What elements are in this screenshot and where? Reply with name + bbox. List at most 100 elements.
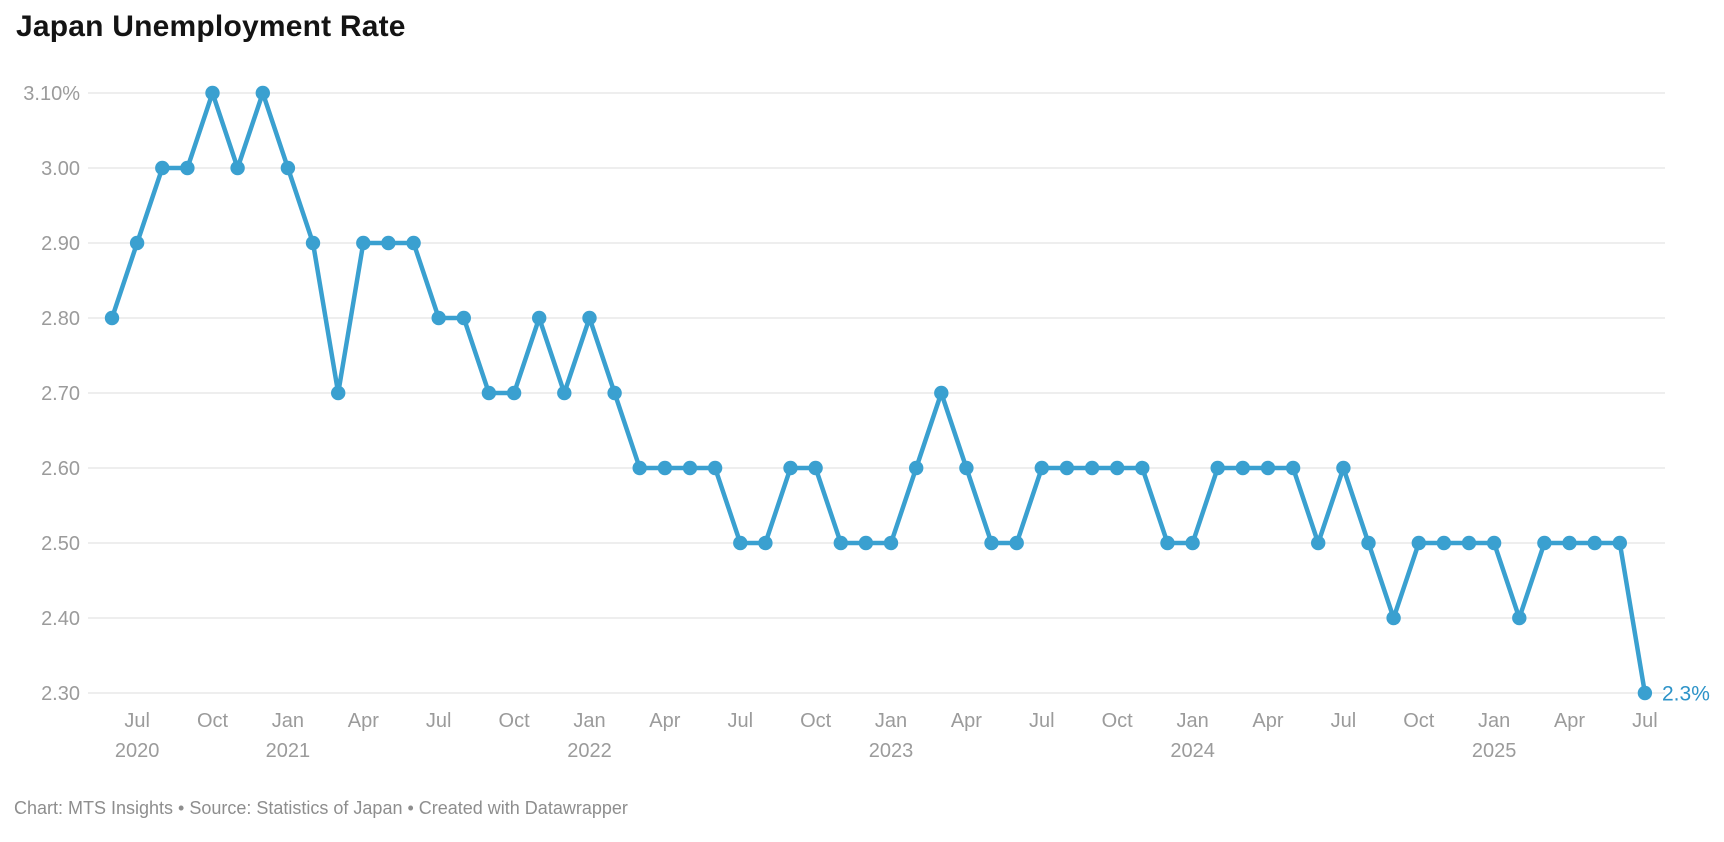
data-point[interactable] bbox=[180, 160, 195, 176]
y-axis-label: 2.70 bbox=[41, 383, 80, 405]
data-point[interactable] bbox=[506, 385, 522, 401]
x-axis-year-label: 2021 bbox=[266, 740, 311, 762]
x-axis-month-label: Oct bbox=[800, 710, 832, 732]
x-axis-month-label: Jul bbox=[1331, 710, 1357, 732]
data-point[interactable] bbox=[984, 535, 999, 551]
y-axis-label: 2.50 bbox=[41, 533, 80, 555]
x-axis-month-label: Jul bbox=[124, 710, 150, 732]
data-point[interactable] bbox=[883, 535, 899, 551]
chart-title: Japan Unemployment Rate bbox=[16, 10, 406, 43]
data-point[interactable] bbox=[1386, 610, 1401, 626]
data-point[interactable] bbox=[129, 235, 145, 251]
x-axis-month-label: Jul bbox=[727, 710, 753, 732]
data-point[interactable] bbox=[1009, 535, 1024, 551]
x-axis-year-label: 2025 bbox=[1472, 740, 1517, 762]
data-point[interactable] bbox=[155, 160, 170, 176]
data-point[interactable] bbox=[1110, 460, 1125, 476]
data-point[interactable] bbox=[1235, 460, 1251, 476]
chart-footer: Chart: MTS Insights • Source: Statistics… bbox=[14, 798, 628, 818]
data-point[interactable] bbox=[381, 235, 396, 251]
data-point[interactable] bbox=[758, 535, 773, 551]
data-point[interactable] bbox=[1562, 535, 1577, 551]
data-point[interactable] bbox=[657, 460, 673, 476]
data-point[interactable] bbox=[104, 310, 120, 326]
data-point[interactable] bbox=[582, 310, 597, 326]
x-axis-month-label: Oct bbox=[197, 710, 229, 732]
data-point[interactable] bbox=[481, 385, 497, 401]
x-axis-month-label: Jan bbox=[1176, 710, 1208, 732]
x-axis-month-label: Jul bbox=[1632, 710, 1658, 732]
x-axis-month-label: Apr bbox=[649, 710, 680, 732]
x-axis-month-label: Jul bbox=[426, 710, 452, 732]
data-point[interactable] bbox=[733, 535, 748, 551]
data-point[interactable] bbox=[356, 235, 371, 251]
data-point[interactable] bbox=[959, 460, 974, 476]
data-point[interactable] bbox=[456, 310, 471, 326]
data-point[interactable] bbox=[1135, 460, 1150, 476]
data-point[interactable] bbox=[909, 460, 924, 476]
data-point[interactable] bbox=[682, 460, 698, 476]
data-point[interactable] bbox=[1537, 535, 1552, 551]
data-point[interactable] bbox=[1612, 535, 1628, 551]
data-point[interactable] bbox=[205, 85, 220, 101]
x-axis-month-label: Apr bbox=[1252, 710, 1283, 732]
data-point[interactable] bbox=[808, 460, 823, 476]
x-axis-year-label: 2022 bbox=[567, 740, 612, 762]
last-value-label: 2.3% bbox=[1662, 682, 1710, 705]
data-point[interactable] bbox=[1059, 460, 1075, 476]
x-axis-month-label: Apr bbox=[1554, 710, 1585, 732]
data-point[interactable] bbox=[1260, 460, 1276, 476]
data-point[interactable] bbox=[406, 235, 421, 251]
data-point[interactable] bbox=[1587, 535, 1602, 551]
data-point[interactable] bbox=[1361, 535, 1376, 551]
data-point[interactable] bbox=[707, 460, 723, 476]
x-axis-year-label: 2020 bbox=[115, 740, 160, 762]
data-point[interactable] bbox=[1512, 610, 1527, 626]
x-axis-month-label: Oct bbox=[1403, 710, 1435, 732]
x-axis-month-label: Jan bbox=[573, 710, 605, 732]
data-point[interactable] bbox=[632, 460, 647, 476]
data-point[interactable] bbox=[305, 235, 321, 251]
data-point[interactable] bbox=[1637, 685, 1653, 701]
data-point[interactable] bbox=[1436, 535, 1452, 551]
data-point[interactable] bbox=[783, 460, 798, 476]
data-point[interactable] bbox=[607, 385, 622, 401]
y-axis-label: 2.60 bbox=[41, 458, 80, 480]
x-axis-month-label: Oct bbox=[499, 710, 531, 732]
x-axis-month-label: Oct bbox=[1102, 710, 1134, 732]
data-point[interactable] bbox=[1210, 460, 1225, 476]
data-point[interactable] bbox=[331, 385, 346, 401]
x-axis-month-label: Apr bbox=[348, 710, 379, 732]
data-point[interactable] bbox=[1034, 460, 1050, 476]
x-axis-year-label: 2024 bbox=[1170, 740, 1215, 762]
data-point[interactable] bbox=[280, 160, 296, 176]
data-point[interactable] bbox=[858, 535, 874, 551]
data-point[interactable] bbox=[431, 310, 446, 326]
data-point[interactable] bbox=[1160, 535, 1175, 551]
y-axis-label: 3.10% bbox=[23, 83, 80, 105]
x-axis-month-label: Apr bbox=[951, 710, 982, 732]
x-axis-month-label: Jan bbox=[875, 710, 907, 732]
data-point[interactable] bbox=[1185, 535, 1200, 551]
data-point[interactable] bbox=[1311, 535, 1326, 551]
data-point[interactable] bbox=[255, 85, 270, 101]
data-point[interactable] bbox=[934, 385, 949, 401]
data-point[interactable] bbox=[532, 310, 547, 326]
data-point[interactable] bbox=[1285, 460, 1301, 476]
x-axis-month-label: Jan bbox=[272, 710, 304, 732]
data-point[interactable] bbox=[1336, 460, 1351, 476]
data-point[interactable] bbox=[1461, 535, 1477, 551]
data-point[interactable] bbox=[557, 385, 572, 401]
y-axis-label: 3.00 bbox=[41, 158, 80, 180]
data-point[interactable] bbox=[1486, 535, 1502, 551]
y-axis-label: 2.80 bbox=[41, 308, 80, 330]
x-axis-month-label: Jan bbox=[1478, 710, 1510, 732]
y-axis-label: 2.30 bbox=[41, 683, 80, 705]
data-point[interactable] bbox=[230, 160, 245, 176]
y-axis-label: 2.90 bbox=[41, 233, 80, 255]
data-point[interactable] bbox=[833, 535, 848, 551]
data-point[interactable] bbox=[1084, 460, 1100, 476]
data-point[interactable] bbox=[1411, 535, 1427, 551]
